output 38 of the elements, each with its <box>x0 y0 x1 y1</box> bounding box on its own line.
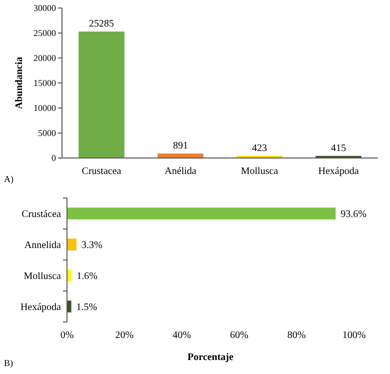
text: B) <box>4 358 14 368</box>
x-axis-title: Porcentaje <box>188 352 234 363</box>
y-tick-label: Crustácea <box>22 209 62 220</box>
data-label: 891 <box>173 140 188 152</box>
bar <box>78 32 124 158</box>
y-tick-label: 25000 <box>34 28 56 38</box>
text: A) <box>4 174 14 184</box>
data-label: 423 <box>252 142 267 154</box>
y-tick-label: Annelida <box>24 240 62 251</box>
x-tick-label: 60% <box>230 330 248 341</box>
x-tick-label: 20% <box>115 330 134 341</box>
data-label: 415 <box>331 142 346 154</box>
y-tick-label: 10000 <box>34 103 56 114</box>
data-label: 25285 <box>89 18 114 30</box>
y-tick-label: 0 <box>52 153 56 164</box>
y-tick-label: Hexápoda <box>20 302 62 313</box>
data-label: 3.3% <box>81 240 102 251</box>
x-tick-label: 40% <box>172 330 191 341</box>
y-tick-label: 30000 <box>34 3 56 14</box>
bar <box>67 300 72 312</box>
y-axis-title: Abundancia <box>14 56 25 110</box>
bar <box>67 238 76 250</box>
data-label: 1.6% <box>76 271 98 282</box>
y-tick-label: 20000 <box>34 53 56 64</box>
x-tick-label: 80% <box>287 330 306 341</box>
y-tick-label: Mollusca <box>24 271 62 282</box>
bar <box>67 208 336 220</box>
bar <box>158 154 204 158</box>
x-tick-label: Mollusca <box>240 166 279 177</box>
data-label: 93.6% <box>340 209 366 220</box>
x-tick-label: 100% <box>342 330 366 341</box>
x-tick-label: Hexápoda <box>318 166 360 177</box>
x-tick-label: Anélida <box>164 166 197 177</box>
y-tick-label: 15000 <box>34 78 56 88</box>
y-tick-label: 5000 <box>38 128 56 138</box>
data-label: 1.5% <box>76 302 98 313</box>
x-tick-label: 0% <box>60 330 74 341</box>
x-tick-label: Crustacea <box>82 166 122 177</box>
